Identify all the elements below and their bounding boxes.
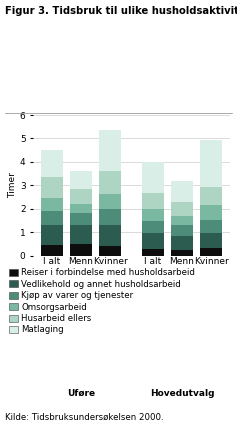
Bar: [200, 248, 223, 256]
Bar: [171, 201, 193, 216]
Bar: [41, 245, 63, 256]
Bar: [200, 187, 223, 205]
Text: Figur 3. Tidsbruk til ulike husholdsaktiviteter blant uførepensjonister og andre: Figur 3. Tidsbruk til ulike husholdsakti…: [5, 6, 237, 16]
Bar: [142, 162, 164, 193]
Bar: [142, 193, 164, 209]
Bar: [99, 210, 121, 225]
Bar: [99, 171, 121, 193]
Bar: [142, 249, 164, 256]
Bar: [171, 225, 193, 236]
Text: Uføre: Uføre: [67, 389, 95, 398]
Bar: [70, 189, 92, 204]
Bar: [99, 246, 121, 256]
Bar: [142, 209, 164, 221]
Y-axis label: Timer: Timer: [8, 173, 17, 198]
Bar: [99, 193, 121, 210]
Bar: [142, 233, 164, 249]
Bar: [200, 205, 223, 220]
Bar: [200, 220, 223, 233]
Bar: [171, 216, 193, 225]
Bar: [70, 204, 92, 213]
Bar: [41, 211, 63, 225]
Bar: [142, 221, 164, 233]
Bar: [41, 198, 63, 211]
Bar: [99, 225, 121, 246]
Text: Hovedutvalg: Hovedutvalg: [150, 389, 214, 398]
Bar: [70, 225, 92, 244]
Bar: [171, 181, 193, 201]
Bar: [171, 236, 193, 250]
Bar: [200, 233, 223, 248]
Legend: Reiser i forbindelse med husholdsarbeid, Vedlikehold og annet husholdsarbeid, Kj: Reiser i forbindelse med husholdsarbeid,…: [9, 268, 195, 334]
Text: Kilde: Tidsbruksundersøkelsen 2000.: Kilde: Tidsbruksundersøkelsen 2000.: [5, 413, 163, 422]
Bar: [70, 213, 92, 225]
Bar: [200, 140, 223, 187]
Bar: [41, 225, 63, 245]
Bar: [171, 250, 193, 256]
Bar: [70, 244, 92, 256]
Bar: [41, 177, 63, 198]
Bar: [99, 130, 121, 171]
Bar: [41, 150, 63, 177]
Bar: [70, 171, 92, 189]
